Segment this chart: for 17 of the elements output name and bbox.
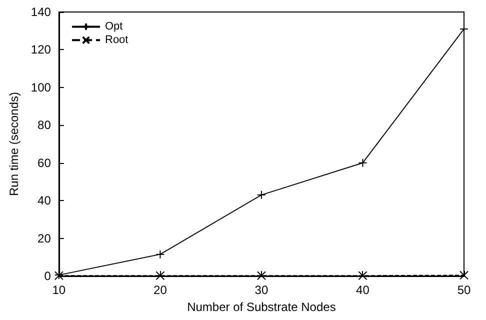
x-tick-label: 50 — [457, 283, 471, 297]
legend-label: Root — [105, 34, 128, 46]
y-tick-label: 120 — [30, 42, 52, 57]
y-axis-title: Run time (seconds) — [7, 92, 21, 196]
x-tick-label: 40 — [356, 283, 370, 297]
y-tick-label: 140 — [30, 5, 52, 19]
y-tick-label: 20 — [38, 231, 52, 246]
legend-label: Opt — [105, 20, 123, 33]
x-axis-title: Number of Substrate Nodes — [187, 300, 336, 314]
y-tick-label: 100 — [30, 80, 52, 94]
y-tick-label: 60 — [38, 156, 52, 170]
y-tick-label: 40 — [38, 194, 52, 208]
y-tick-label: 0 — [44, 269, 52, 283]
y-tick-label: 80 — [38, 118, 52, 132]
x-tick-label: 30 — [254, 283, 268, 297]
x-tick-label: 10 — [52, 283, 66, 297]
x-tick-label: 20 — [154, 283, 168, 297]
